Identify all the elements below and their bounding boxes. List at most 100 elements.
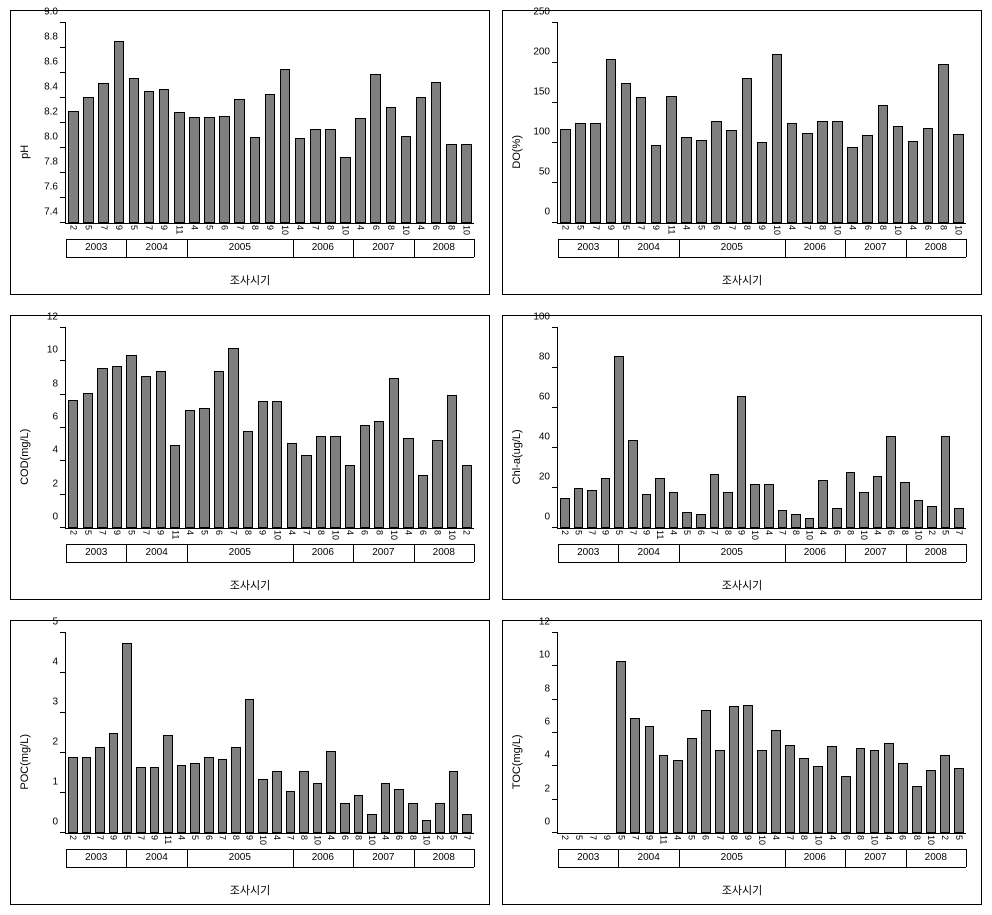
ytick-label: 250 [533, 7, 550, 18]
xtick-label: 9 [743, 835, 753, 840]
bar [817, 121, 828, 223]
bar [799, 758, 809, 833]
ytick-label: 1 [52, 777, 58, 788]
bar [560, 498, 570, 528]
bar [325, 129, 336, 223]
xtick-label: 7 [136, 835, 146, 840]
bar [742, 78, 753, 223]
xtick-label: 7 [802, 225, 812, 230]
bar [144, 91, 155, 224]
year-label: 2003 [577, 242, 599, 253]
bar [114, 41, 125, 224]
bar [715, 750, 725, 833]
bar [832, 508, 842, 528]
bar [185, 410, 195, 528]
chart-panel-3: 0204060801002579579114567891047810468104… [502, 315, 982, 600]
xtick-label: 4 [189, 225, 199, 230]
bar [367, 814, 377, 833]
bar [590, 123, 601, 223]
ytick-label: 4 [52, 445, 58, 456]
xtick-label: 4 [345, 530, 355, 535]
xtick-label: 7 [628, 530, 638, 535]
chart-panel-4: 0123452579579114567891047810468104681025… [10, 620, 490, 905]
xtick-label: 7 [727, 225, 737, 230]
xtick-label: 8 [353, 835, 363, 840]
bar [190, 763, 200, 833]
xtick-label: 11 [659, 835, 669, 844]
xtick-label: 7 [630, 835, 640, 840]
xtick-label: 4 [287, 530, 297, 535]
xtick-label: 10 [421, 835, 431, 845]
y-axis-label: pH [19, 144, 31, 158]
xtick-label: 4 [669, 530, 679, 535]
bar [330, 436, 340, 528]
ytick-label: 4 [544, 750, 550, 761]
xtick-label: 10 [341, 225, 351, 235]
xtick-label: 4 [771, 835, 781, 840]
bar [295, 138, 306, 223]
xtick-label: 6 [220, 225, 230, 230]
year-label: 2005 [721, 242, 743, 253]
xtick-label: 2 [560, 835, 570, 840]
bar [189, 117, 200, 223]
year-label: 2005 [721, 547, 743, 558]
xtick-label: 8 [316, 530, 326, 535]
ytick-label: 4 [52, 657, 58, 668]
year-label: 2007 [372, 242, 394, 253]
bar [859, 492, 869, 528]
bar [403, 438, 413, 528]
bar [416, 97, 427, 223]
xtick-label: 9 [651, 225, 661, 230]
xtick-label: 8 [878, 225, 888, 230]
xtick-label: 5 [616, 835, 626, 840]
xtick-label: 8 [243, 530, 253, 535]
bar [651, 145, 662, 223]
bar [326, 751, 336, 833]
bar [386, 107, 397, 223]
xtick-label: 7 [285, 835, 295, 840]
xtick-label: 4 [403, 530, 413, 535]
bar [750, 484, 760, 528]
bar [374, 421, 384, 528]
bar [912, 786, 922, 833]
xtick-label: 10 [389, 530, 399, 540]
bar [418, 475, 428, 528]
ytick-label: 0 [52, 817, 58, 828]
bar [408, 803, 418, 833]
ytick-label: 10 [539, 650, 550, 661]
bar [287, 443, 297, 528]
bar [97, 368, 107, 528]
xtick-label: 11 [170, 530, 180, 539]
bar [82, 757, 92, 833]
xtick-label: 2 [462, 530, 472, 535]
bar [354, 795, 364, 833]
year-label: 2008 [925, 852, 947, 863]
chart-panel-0: 7.47.67.88.08.28.48.68.89.02579579114567… [10, 10, 490, 295]
ytick-label: 3 [52, 697, 58, 708]
bar [299, 771, 309, 833]
xtick-label: 10 [280, 225, 290, 235]
x-axis-label: 조사시기 [722, 272, 762, 288]
xtick-label: 6 [340, 835, 350, 840]
chart-panel-5: 0246810122579579114567891047810468104681… [502, 620, 982, 905]
bar [726, 130, 737, 223]
xtick-label: 7 [97, 530, 107, 535]
xtick-label: 10 [401, 225, 411, 235]
bar [431, 82, 442, 223]
year-label: 2007 [864, 242, 886, 253]
xtick-label: 5 [122, 835, 132, 840]
bar [791, 514, 801, 528]
year-label: 2004 [638, 852, 660, 863]
xtick-label: 7 [954, 530, 964, 535]
bar [645, 726, 655, 833]
bar [258, 401, 268, 528]
xtick-label: 7 [141, 530, 151, 535]
ytick-label: 150 [533, 87, 550, 98]
xtick-label: 10 [272, 530, 282, 540]
bar [575, 123, 586, 223]
bar [177, 765, 187, 833]
bar [98, 83, 109, 223]
bar [340, 157, 351, 223]
ytick-label: 6 [52, 412, 58, 423]
xtick-label: 10 [757, 835, 767, 845]
